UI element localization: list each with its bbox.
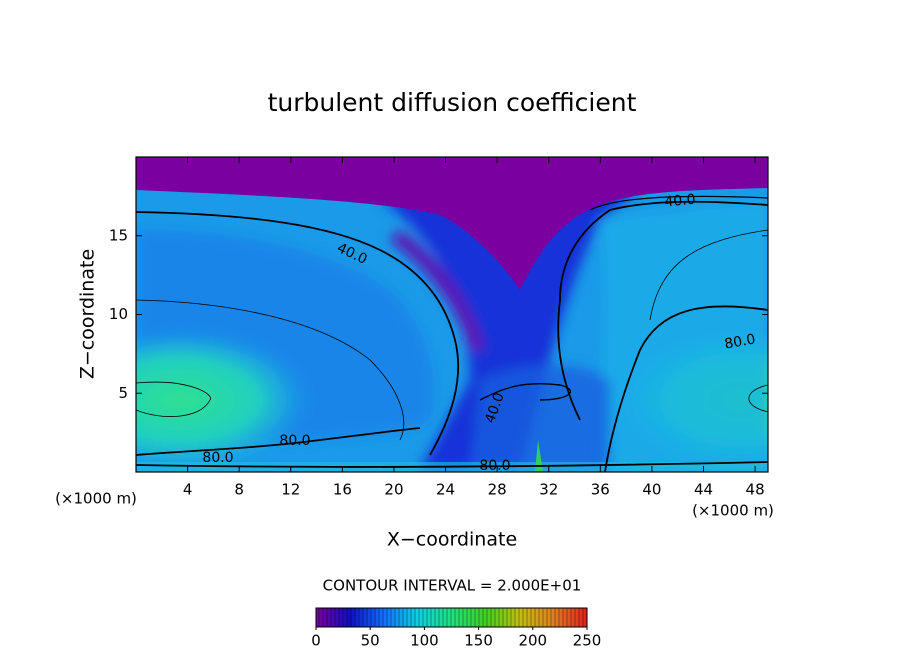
x-axis-label: X−coordinate [387, 529, 517, 551]
colorbar-tick-label: 250 [573, 632, 602, 650]
x-unit-label: (×1000 m) [692, 502, 774, 520]
y-tick-label: 10 [109, 305, 128, 323]
x-tick-label: 28 [488, 481, 507, 499]
x-tick-label: 32 [539, 481, 558, 499]
contour-interval: CONTOUR INTERVAL = 2.000E+01 [323, 577, 582, 595]
contour-label: 80.0 [479, 458, 510, 474]
x-tick-label: 48 [746, 481, 765, 499]
contour-label: 80.0 [279, 433, 310, 449]
chart-title: turbulent diffusion coefficient [268, 88, 637, 117]
field-peak [535, 440, 543, 472]
y-tick-label: 15 [109, 226, 128, 244]
contour-label: 80.0 [723, 331, 756, 352]
y-axis-label: Z−coordinate [77, 249, 99, 379]
y-tick-label: 5 [118, 384, 128, 402]
x-tick-label: 44 [694, 481, 713, 499]
field-shading [136, 190, 768, 472]
colorbar-tick-label: 100 [410, 632, 439, 650]
x-tick-label: 8 [234, 481, 244, 499]
x-tick-label: 40 [642, 481, 661, 499]
colorbar [315, 607, 588, 628]
contour-label: 40.0 [664, 192, 696, 211]
x-tick-label: 20 [384, 481, 403, 499]
contour-label: 80.0 [202, 450, 233, 466]
contour-field [136, 157, 768, 472]
x-tick-label: 24 [436, 481, 455, 499]
x-tick-label: 12 [281, 481, 300, 499]
x-tick-label: 16 [333, 481, 352, 499]
colorbar-tick-label: 50 [361, 632, 380, 650]
field-top [136, 157, 768, 290]
colorbar-tick-label: 0 [311, 632, 321, 650]
colorbar-tick-label: 200 [518, 632, 547, 650]
x-tick-label: 36 [591, 481, 610, 499]
contour-lines [136, 195, 768, 472]
y-unit-label: (×1000 m) [55, 490, 137, 508]
colorbar-tick-label: 150 [464, 632, 493, 650]
x-tick-label: 4 [183, 481, 193, 499]
